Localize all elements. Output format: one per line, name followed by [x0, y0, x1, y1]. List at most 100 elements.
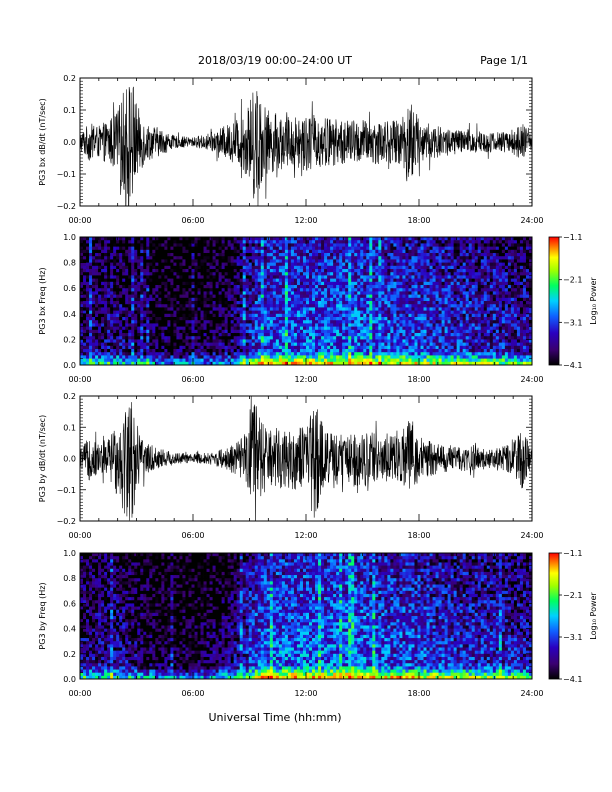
- spectrogram-cell: [266, 249, 271, 254]
- spectrogram-cell: [351, 333, 355, 337]
- spectrogram-cell: [170, 272, 174, 276]
- spectrogram-cell: [399, 323, 403, 327]
- spectrogram-cell: [140, 317, 144, 321]
- spectrogram-cell: [206, 361, 210, 366]
- spectrogram-cell: [281, 272, 286, 276]
- spectrogram-cell: [203, 358, 207, 363]
- spectrogram-cell: [101, 326, 105, 331]
- spectrogram-cell: [381, 240, 385, 244]
- spectrogram-cell: [435, 272, 439, 276]
- spectrogram-cell: [83, 301, 87, 305]
- spectrogram-cell: [248, 265, 253, 270]
- spectrogram-cell: [89, 310, 93, 315]
- spectrogram-cell: [408, 265, 412, 270]
- spectrogram-cell: [290, 358, 295, 363]
- spectrogram-cell: [426, 339, 430, 343]
- spectrogram-cell: [269, 361, 274, 366]
- spectrogram-cell: [170, 323, 174, 327]
- spectrogram-cell: [110, 291, 114, 295]
- spectrogram-cell: [420, 285, 424, 289]
- spectrogram-cell: [143, 249, 147, 254]
- spectrogram-cell: [290, 313, 295, 318]
- spectrogram-cell: [128, 326, 132, 331]
- spectrogram-cell: [360, 259, 364, 263]
- spectrogram-cell: [161, 336, 165, 340]
- spectrogram-cell: [414, 278, 418, 283]
- spectrogram-cell: [366, 240, 370, 244]
- spectrogram-cell: [390, 304, 394, 308]
- spectrogram-cell: [251, 339, 256, 343]
- spectrogram-cell: [302, 246, 307, 251]
- spectrogram-cell: [200, 265, 204, 270]
- spectrogram-cell: [218, 304, 223, 308]
- spectrogram-cell: [342, 262, 346, 267]
- spectrogram-cell: [369, 361, 373, 366]
- spectrogram-cell: [251, 323, 256, 327]
- spectrogram-cell: [245, 237, 250, 241]
- spectrogram-cell: [146, 288, 150, 292]
- spectrogram-cell: [284, 243, 289, 247]
- spectrogram-cell: [321, 358, 325, 363]
- spectrogram-cell: [209, 269, 213, 273]
- spectrogram-cell: [152, 333, 156, 337]
- spectrogram-cell: [260, 269, 265, 273]
- spectrogram-cell: [369, 297, 373, 302]
- spectrogram-cell: [221, 352, 226, 356]
- spectrogram-cell: [408, 355, 412, 359]
- spectrogram-cell: [405, 336, 409, 340]
- spectrogram-cell: [245, 345, 250, 350]
- spectrogram-cell: [278, 329, 283, 334]
- spectrogram-cell: [92, 313, 96, 318]
- spectrogram-cell: [438, 304, 442, 308]
- spectrogram-cell: [312, 304, 316, 308]
- spectrogram-cell: [89, 285, 93, 289]
- spectrogram-cell: [215, 291, 220, 295]
- spectrogram-cell: [143, 304, 147, 308]
- spectrogram-cell: [113, 278, 117, 283]
- spectrogram-cell: [161, 285, 165, 289]
- spectrogram-cell: [188, 361, 192, 366]
- spectrogram-cell: [384, 329, 388, 334]
- spectrogram-cell: [435, 355, 439, 359]
- x-tick-label: 12:00: [294, 216, 317, 225]
- spectrogram-cell: [233, 297, 238, 302]
- spectrogram-cell: [263, 297, 268, 302]
- spectrogram-cell: [384, 285, 388, 289]
- spectrogram-cell: [438, 249, 442, 254]
- spectrogram-cell: [348, 326, 352, 331]
- spectrogram-cell: [306, 246, 310, 251]
- spectrogram-cell: [357, 317, 361, 321]
- spectrogram-cell: [402, 262, 406, 267]
- spectrogram-cell: [161, 326, 165, 331]
- spectrogram-cell: [405, 361, 409, 366]
- spectrogram-cell: [390, 323, 394, 327]
- spectrogram-cell: [116, 352, 120, 356]
- spectrogram-cell: [423, 358, 427, 363]
- spectrogram-cell: [302, 329, 307, 334]
- spectrogram-cell: [200, 307, 204, 311]
- spectrogram-cell: [224, 262, 229, 267]
- spectrogram-cell: [137, 307, 141, 311]
- spectrogram-cell: [107, 262, 111, 267]
- spectrogram-cell: [194, 317, 198, 321]
- spectrogram-cell: [119, 336, 123, 340]
- spectrogram-cell: [263, 259, 268, 263]
- spectrogram-cell: [411, 355, 415, 359]
- spectrogram-cell: [182, 329, 186, 334]
- spectrogram-cell: [167, 243, 171, 247]
- spectrogram-cell: [86, 237, 90, 241]
- spectrogram-cell: [176, 326, 180, 331]
- spectrogram-cell: [309, 323, 313, 327]
- spectrogram-cell: [137, 253, 141, 257]
- spectrogram-cell: [278, 336, 283, 340]
- spectrogram-cell: [414, 265, 418, 270]
- spectrogram-cell: [266, 240, 271, 244]
- spectrogram-cell: [149, 307, 153, 311]
- spectrogram-cell: [254, 297, 259, 302]
- spectrogram-cell: [101, 294, 105, 299]
- spectrogram-cell: [257, 349, 262, 353]
- spectrogram-cell: [260, 339, 265, 343]
- spectrogram-cell: [333, 323, 337, 327]
- spectrogram-cell: [248, 297, 253, 302]
- spectrogram-cell: [318, 355, 322, 359]
